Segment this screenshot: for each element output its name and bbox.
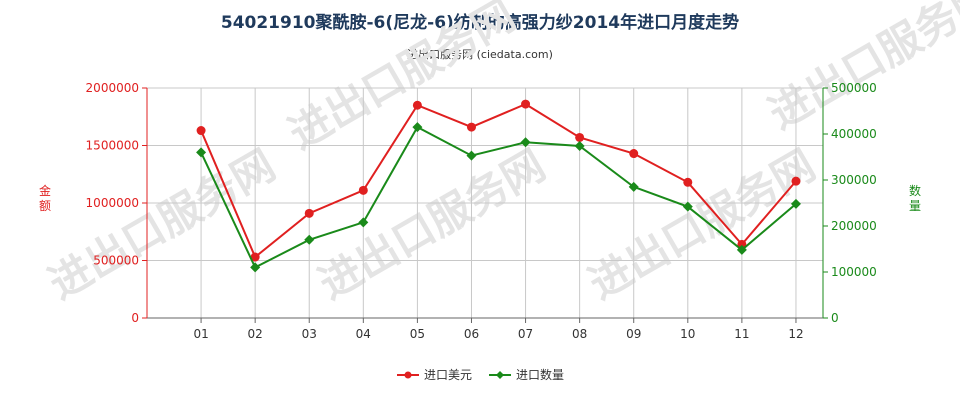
series-layer bbox=[196, 99, 801, 273]
series-2-point bbox=[466, 150, 477, 161]
x-tick-label: 05 bbox=[410, 327, 425, 341]
series-1-point bbox=[683, 177, 693, 187]
series-2-point bbox=[736, 244, 747, 255]
legend-label: 进口数量 bbox=[516, 367, 564, 382]
left-tick-label: 1000000 bbox=[86, 196, 139, 210]
right-tick-label: 400000 bbox=[831, 127, 877, 141]
left-tick-label: 500000 bbox=[93, 254, 139, 268]
series-1-point bbox=[412, 100, 422, 110]
x-tick-label: 11 bbox=[734, 327, 749, 341]
series-2-point bbox=[682, 201, 693, 212]
series-1-point bbox=[196, 126, 206, 136]
right-tick-label: 500000 bbox=[831, 81, 877, 95]
series-2-point bbox=[520, 137, 531, 148]
legend-swatch-marker bbox=[496, 371, 504, 379]
right-tick-label: 300000 bbox=[831, 173, 877, 187]
grid-lines bbox=[147, 87, 823, 319]
right-tick-label: 200000 bbox=[831, 219, 877, 233]
x-tick-label: 04 bbox=[356, 327, 371, 341]
series-1-point bbox=[737, 239, 747, 249]
x-tick-label: 02 bbox=[248, 327, 263, 341]
series-1-point bbox=[791, 176, 801, 186]
series-2-point bbox=[628, 181, 639, 192]
legend-label: 进口美元 bbox=[424, 368, 472, 382]
series-line-2 bbox=[200, 125, 797, 269]
series-2-point bbox=[196, 147, 207, 158]
series-1-point bbox=[250, 252, 260, 262]
right-axis-label: 数量 bbox=[909, 183, 921, 213]
watermark-text: 进出口服务网 bbox=[281, 0, 524, 159]
left-tick-label: 0 bbox=[131, 311, 139, 325]
chart-subtitle: 进出口服务网 (ciedata.com) bbox=[407, 48, 553, 61]
x-tick-label: 01 bbox=[193, 327, 208, 341]
left-tick-label: 1500000 bbox=[86, 139, 139, 153]
series-1-point bbox=[629, 149, 639, 159]
x-tick-label: 09 bbox=[626, 327, 641, 341]
series-2-point bbox=[250, 262, 261, 273]
x-tick-label: 10 bbox=[680, 327, 695, 341]
series-2-point bbox=[304, 234, 315, 245]
watermark-text: 进出口服务网 bbox=[41, 140, 284, 308]
series-2-point bbox=[412, 122, 423, 133]
watermark-text: 进出口服务网 bbox=[311, 140, 554, 308]
watermark-text: 进出口服务网 bbox=[581, 140, 824, 308]
series-1-point bbox=[521, 99, 531, 109]
x-tick-label: 07 bbox=[518, 327, 533, 341]
x-tick-label: 12 bbox=[788, 327, 803, 341]
legend-swatch-marker bbox=[404, 371, 412, 379]
watermark-text: 进出口服务网 bbox=[761, 0, 960, 139]
series-2-point bbox=[790, 198, 801, 209]
chart-title: 54021910聚酰胺-6(尼龙-6)纺制的高强力纱2014年进口月度走势 bbox=[220, 13, 740, 33]
x-tick-label: 08 bbox=[572, 327, 587, 341]
right-tick-label: 0 bbox=[831, 311, 839, 325]
x-tick-label: 06 bbox=[464, 327, 479, 341]
x-tick-label: 03 bbox=[302, 327, 317, 341]
series-1-point bbox=[358, 185, 368, 195]
left-tick-label: 2000000 bbox=[86, 81, 139, 95]
series-line-1 bbox=[200, 102, 797, 259]
series-1-point bbox=[575, 132, 585, 142]
axes: 0 500000 1000000 1500000 2000000 0 100000 20000… bbox=[39, 81, 921, 341]
series-1-point bbox=[304, 208, 314, 218]
legend: 进口美元 进口数量 bbox=[397, 367, 564, 382]
left-axis-label: 金额 bbox=[39, 183, 51, 213]
right-tick-label: 100000 bbox=[831, 265, 877, 279]
series-2-point bbox=[574, 140, 585, 151]
series-2-point bbox=[358, 217, 369, 228]
series-1-point bbox=[466, 122, 476, 132]
